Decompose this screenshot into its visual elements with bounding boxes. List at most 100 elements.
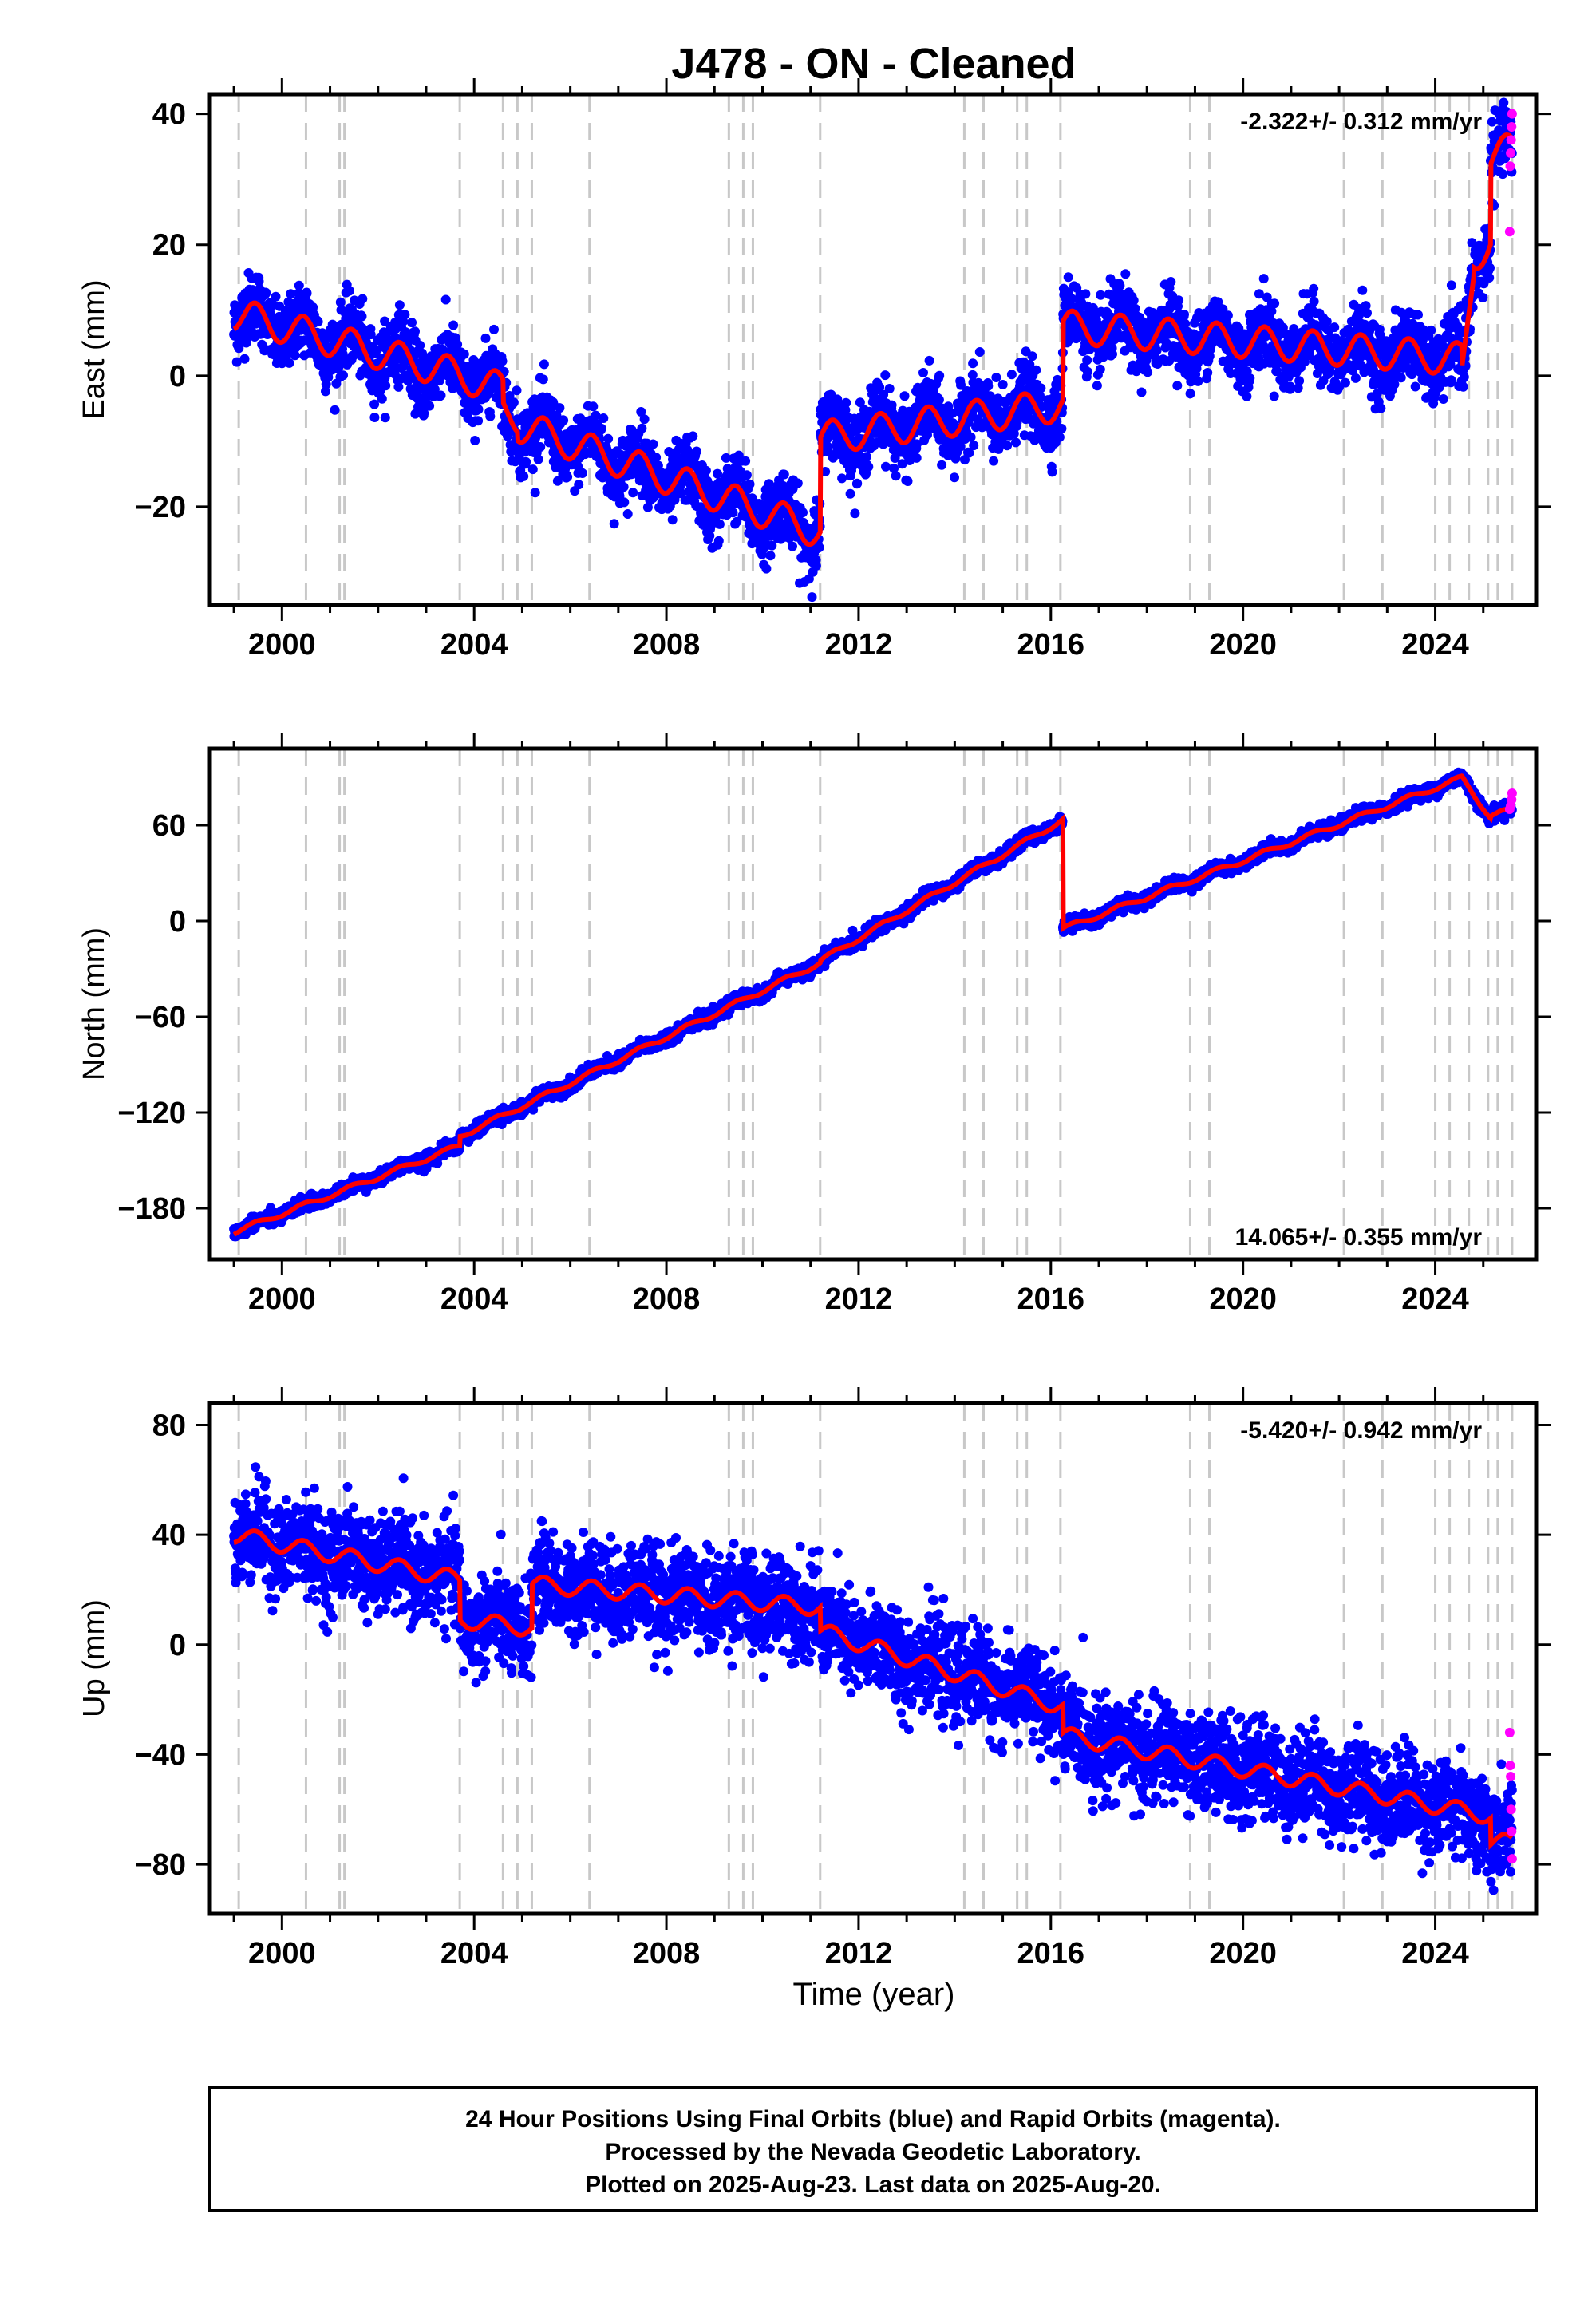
final-orbit-point (318, 328, 327, 338)
final-orbit-point (779, 469, 789, 480)
final-orbit-point (323, 372, 334, 382)
final-orbit-point (1036, 383, 1046, 393)
final-orbit-point (651, 453, 662, 463)
final-orbit-point (533, 454, 543, 464)
final-orbit-point (1271, 366, 1282, 376)
final-orbit-point (410, 326, 420, 337)
final-orbit-point (1092, 381, 1102, 391)
final-orbit-point (473, 405, 484, 414)
final-orbit-point (732, 516, 742, 527)
final-orbit-point (519, 471, 529, 481)
final-orbit-point (400, 310, 410, 320)
final-orbit-point (1180, 318, 1191, 329)
final-orbit-point (555, 403, 565, 413)
final-orbit-point (1438, 394, 1448, 404)
final-orbit-point (692, 446, 701, 456)
x-tick-label: 2020 (1209, 628, 1277, 662)
final-orbit-point (1185, 389, 1195, 399)
final-orbit-point (598, 413, 609, 423)
rapid-orbit-point (1505, 161, 1515, 172)
final-orbit-point (1362, 308, 1372, 318)
final-orbit-point (840, 405, 851, 415)
final-orbit-point (1203, 368, 1213, 377)
final-orbit-point (989, 456, 999, 466)
final-orbit-point (512, 385, 522, 396)
final-orbit-point (535, 442, 546, 452)
final-orbit-point (452, 339, 463, 350)
final-orbit-point (1309, 283, 1319, 294)
final-orbit-point (1011, 437, 1021, 448)
final-orbit-point (714, 519, 725, 529)
final-orbit-point (261, 288, 271, 298)
final-orbit-point (788, 541, 797, 551)
final-orbit-point (837, 473, 847, 484)
final-orbit-point (308, 302, 318, 312)
final-orbit-point (1357, 285, 1368, 295)
final-orbit-point (622, 509, 633, 519)
final-orbit-point (284, 358, 294, 368)
east-plot-area (229, 94, 1517, 605)
final-orbit-point (960, 455, 970, 465)
final-orbit-point (459, 349, 469, 359)
final-orbit-point (239, 354, 250, 364)
final-orbit-point (937, 460, 947, 470)
north-panel: 2000 2004 2008 2012 2016 2020 2024−180−120−600… (77, 733, 1551, 1316)
final-orbit-point (1047, 467, 1057, 477)
final-orbit-point (1115, 280, 1125, 290)
y-tick-label: 0 (169, 360, 186, 393)
final-orbit-point (852, 478, 863, 488)
final-orbit-point (302, 288, 312, 298)
final-orbit-point (286, 289, 296, 299)
final-orbit-point (1266, 306, 1277, 316)
final-orbit-point (1063, 272, 1073, 283)
final-orbit-point (508, 397, 519, 408)
final-orbit-point (1269, 391, 1279, 401)
final-orbit-point (1035, 393, 1045, 403)
final-orbit-point (436, 390, 446, 401)
y-tick-label: −20 (135, 491, 186, 524)
y-axis-label: East (mm) (77, 279, 111, 419)
final-orbit-point (365, 330, 376, 340)
final-orbit-point (1356, 360, 1366, 370)
final-orbit-point (1293, 383, 1303, 393)
final-orbit-point (828, 453, 838, 463)
north-plot-area (229, 749, 1517, 1259)
final-orbit-point (254, 276, 264, 287)
final-orbit-point (701, 465, 711, 476)
final-orbit-point (713, 536, 724, 546)
final-orbit-point (1325, 366, 1336, 377)
final-orbit-point (688, 431, 698, 441)
final-orbit-point (855, 397, 865, 408)
final-orbit-point (721, 453, 731, 463)
final-orbit-point (1350, 373, 1361, 383)
final-orbit-point (741, 470, 752, 480)
final-orbit-point (765, 551, 776, 561)
final-orbit-point (470, 436, 480, 445)
final-orbit-point (1054, 432, 1065, 442)
x-tick-label: 2012 (825, 628, 893, 662)
final-orbit-point (1294, 376, 1305, 386)
final-orbit-point (1426, 325, 1436, 335)
final-orbit-point (1445, 359, 1456, 370)
final-orbit-point (1289, 324, 1299, 334)
final-orbit-point (1396, 373, 1406, 383)
rapid-orbit-point (1506, 135, 1516, 145)
final-orbit-point (767, 540, 777, 551)
final-orbit-point (415, 340, 425, 350)
final-orbit-point (539, 359, 549, 370)
x-tick-label: 2008 (633, 628, 701, 662)
final-orbit-point (1031, 365, 1041, 375)
final-orbit-point (974, 347, 985, 357)
final-orbit-point (497, 356, 508, 366)
rapid-orbit-point (1504, 227, 1515, 237)
y-tick-label: 40 (152, 98, 186, 132)
final-orbit-point (358, 294, 368, 304)
final-orbit-point (1413, 310, 1423, 320)
final-orbit-point (591, 410, 601, 421)
final-orbit-point (1136, 387, 1147, 397)
final-orbit-point (338, 370, 348, 381)
final-orbit-point (577, 468, 587, 478)
final-orbit-points (229, 767, 1517, 1242)
final-orbit-point (956, 380, 966, 390)
final-orbit-point (1458, 381, 1468, 392)
